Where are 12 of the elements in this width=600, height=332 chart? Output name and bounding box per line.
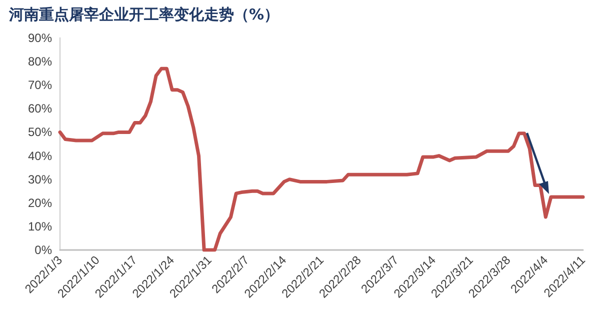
line-series xyxy=(58,66,585,252)
y-tick-label: 60% xyxy=(28,102,52,116)
y-tick-label: 90% xyxy=(28,31,52,45)
y-tick-label: 10% xyxy=(28,219,52,234)
chart-title: 河南重点屠宰企业开工率变化走势（%） xyxy=(8,6,280,24)
y-tick-label: 20% xyxy=(28,196,52,210)
y-tick-label: 70% xyxy=(28,78,52,92)
y-tick-label: 0% xyxy=(34,243,52,257)
y-tick-label: 50% xyxy=(28,125,52,140)
y-tick-label: 40% xyxy=(28,148,52,163)
y-tick-label: 80% xyxy=(28,54,52,69)
y-tick-label: 30% xyxy=(28,172,52,186)
